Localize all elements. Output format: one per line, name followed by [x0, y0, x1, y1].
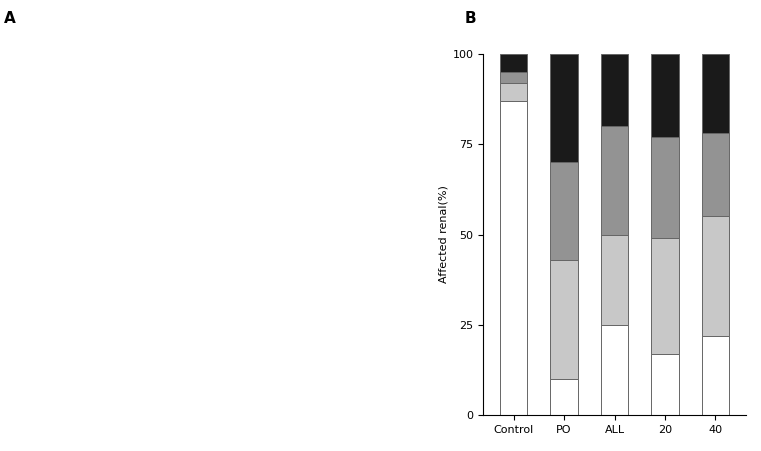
Bar: [651, 354, 679, 415]
Bar: [600, 54, 629, 126]
Bar: [600, 235, 629, 325]
Bar: [550, 260, 578, 379]
Bar: [500, 83, 527, 101]
Bar: [651, 238, 679, 354]
Bar: [702, 133, 729, 216]
Bar: [500, 72, 527, 83]
Bar: [600, 126, 629, 235]
Bar: [702, 336, 729, 415]
Bar: [702, 216, 729, 336]
Bar: [702, 54, 729, 133]
Text: A: A: [4, 11, 15, 26]
Bar: [651, 54, 679, 137]
Bar: [550, 162, 578, 260]
Text: B: B: [464, 11, 476, 26]
Bar: [500, 101, 527, 415]
Bar: [500, 54, 527, 72]
Bar: [600, 325, 629, 415]
Bar: [550, 54, 578, 162]
Bar: [550, 379, 578, 415]
Y-axis label: Affected renal(%): Affected renal(%): [438, 185, 448, 284]
Bar: [651, 137, 679, 238]
